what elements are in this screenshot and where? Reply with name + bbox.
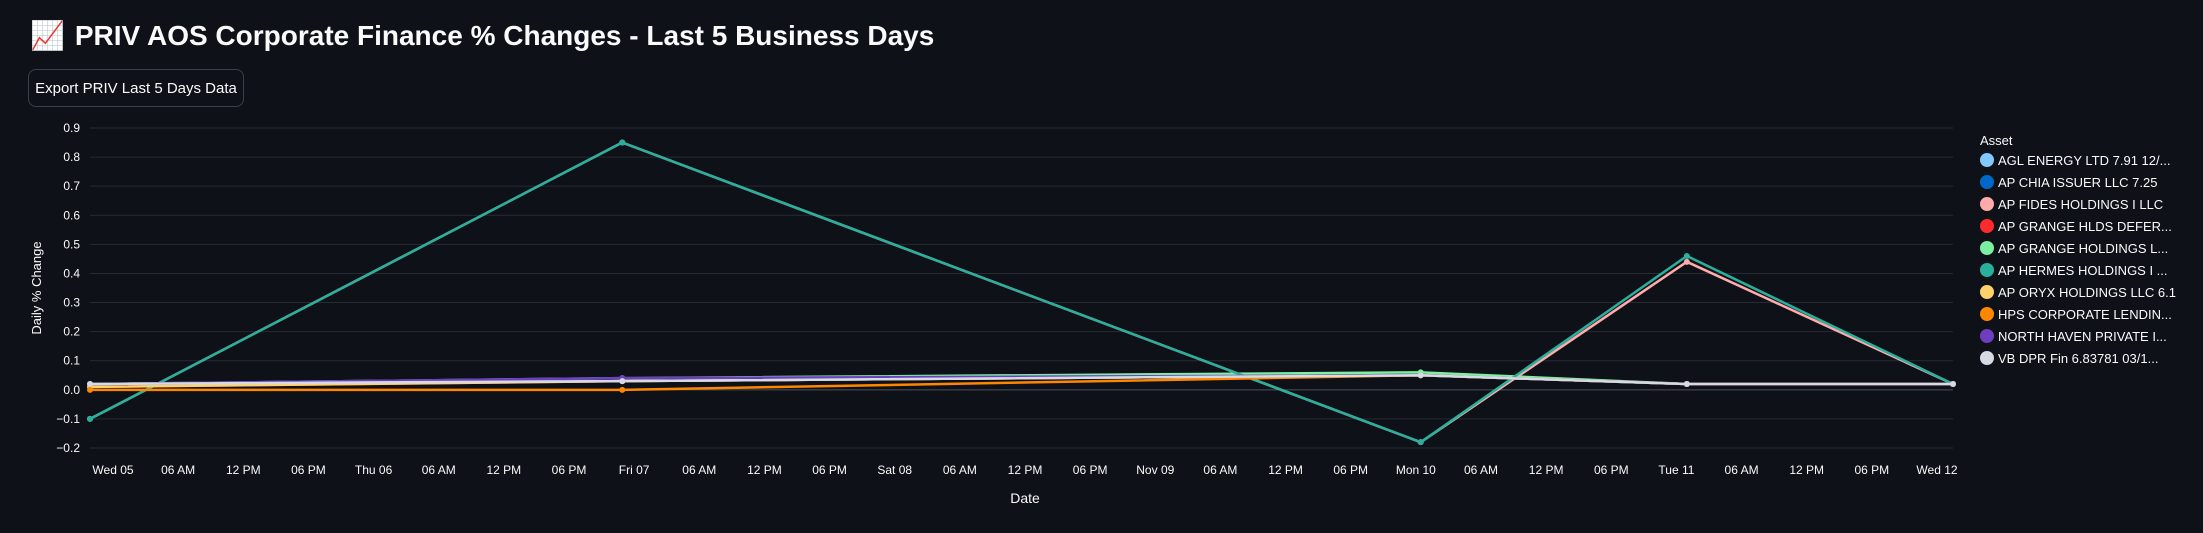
data-point <box>619 386 626 393</box>
legend-swatch <box>1980 197 1994 211</box>
x-tick-label: 06 AM <box>682 463 716 477</box>
y-axis-label: Daily % Change <box>29 241 44 334</box>
legend-swatch <box>1980 307 1994 321</box>
legend-swatch <box>1980 219 1994 233</box>
legend-label: AP GRANGE HOLDINGS L... <box>1998 241 2168 256</box>
x-axis-label: Date <box>1010 490 1040 506</box>
x-tick-label: Wed 12 <box>1916 463 1957 477</box>
legend-title: Asset <box>1980 133 2013 148</box>
data-point <box>1683 253 1690 259</box>
x-tick-label: 06 PM <box>1855 463 1890 477</box>
legend-item[interactable]: AP ORYX HOLDINGS LLC 6.1 <box>1980 285 2176 300</box>
x-tick-label: 06 PM <box>291 463 326 477</box>
x-tick-label: 06 AM <box>1725 463 1759 477</box>
data-point <box>87 381 93 387</box>
y-axis-ticks: 0.9 0.8 0.7 0.6 0.5 0.4 0.3 0.2 0.1 0.0 −0.1 −0.2 <box>56 121 80 455</box>
page-title: 📈 PRIV AOS Corporate Finance % Changes - … <box>30 14 934 58</box>
grid-lines <box>90 127 1953 449</box>
legend-item[interactable]: VB DPR Fin 6.83781 03/1... <box>1980 351 2158 366</box>
y-tick-label: 0.4 <box>63 266 80 280</box>
series-lines <box>87 139 1956 446</box>
chart-increasing-icon: 📈 <box>30 19 65 52</box>
x-tick-label: Fri 07 <box>619 463 650 477</box>
data-point <box>1417 372 1424 379</box>
x-tick-label: 12 PM <box>1008 463 1043 477</box>
y-tick-label: −0.1 <box>56 412 80 426</box>
legend-label: AGL ENERGY LTD 7.91 12/... <box>1998 153 2170 168</box>
legend-label: NORTH HAVEN PRIVATE I... <box>1998 329 2167 344</box>
legend-label: AP ORYX HOLDINGS LLC 6.1 <box>1998 285 2176 300</box>
legend-item[interactable]: AP CHIA ISSUER LLC 7.25 <box>1980 175 2157 190</box>
x-tick-label: 12 PM <box>487 463 522 477</box>
legend-swatch <box>1980 329 1994 343</box>
data-point <box>619 139 626 146</box>
legend-item[interactable]: AP GRANGE HLDS DEFER... <box>1980 219 2172 234</box>
y-tick-label: −0.2 <box>56 441 80 455</box>
legend-item[interactable]: AP HERMES HOLDINGS I ... <box>1980 263 2168 278</box>
data-point <box>1417 439 1424 446</box>
legend-label: AP FIDES HOLDINGS I LLC <box>1998 197 2163 212</box>
x-tick-label: 12 PM <box>747 463 782 477</box>
x-tick-label: 06 PM <box>552 463 587 477</box>
x-tick-label: Thu 06 <box>355 463 393 477</box>
x-tick-label: 06 AM <box>161 463 195 477</box>
legend-item[interactable]: AP FIDES HOLDINGS I LLC <box>1980 197 2163 212</box>
x-axis-ticks: Wed 05 06 AM 12 PM 06 PM Thu 06 06 AM 12 PM 06 … <box>92 463 1957 477</box>
y-tick-label: 0.2 <box>63 325 80 339</box>
legend-swatch <box>1980 351 1994 365</box>
legend-label: AP GRANGE HLDS DEFER... <box>1998 219 2172 234</box>
x-tick-label: 06 AM <box>422 463 456 477</box>
data-point <box>1683 381 1690 387</box>
y-tick-label: 0.6 <box>63 208 80 222</box>
x-tick-label: 06 PM <box>812 463 847 477</box>
legend-swatch <box>1980 263 1994 277</box>
x-tick-label: Tue 11 <box>1658 463 1694 477</box>
data-point <box>87 386 93 393</box>
data-point <box>1950 381 1956 387</box>
x-tick-label: 12 PM <box>1789 463 1824 477</box>
legend-item[interactable]: HPS CORPORATE LENDIN... <box>1980 307 2172 322</box>
x-tick-label: Mon 10 <box>1396 463 1436 477</box>
y-tick-label: 0.7 <box>63 179 80 193</box>
y-tick-label: 0.8 <box>63 150 80 164</box>
x-tick-label: Nov 09 <box>1136 463 1174 477</box>
legend-swatch <box>1980 153 1994 167</box>
page-title-text: PRIV AOS Corporate Finance % Changes - L… <box>74 20 935 51</box>
x-tick-label: 06 PM <box>1594 463 1629 477</box>
x-tick-label: 12 PM <box>1529 463 1564 477</box>
legend-item[interactable]: AP GRANGE HOLDINGS L... <box>1980 241 2168 256</box>
legend-label: AP CHIA ISSUER LLC 7.25 <box>1998 175 2157 190</box>
y-tick-label: 0.3 <box>63 296 80 310</box>
legend-label: HPS CORPORATE LENDIN... <box>1998 307 2172 322</box>
data-point <box>87 415 93 422</box>
x-tick-label: 06 PM <box>1073 463 1108 477</box>
series-line <box>89 141 1954 444</box>
x-tick-label: 06 PM <box>1333 463 1368 477</box>
y-tick-label: 0.0 <box>63 383 80 397</box>
legend-swatch <box>1980 285 1994 299</box>
legend-label: VB DPR Fin 6.83781 03/1... <box>1998 351 2158 366</box>
data-point <box>1683 258 1690 265</box>
legend-item[interactable]: AGL ENERGY LTD 7.91 12/... <box>1980 153 2170 168</box>
x-tick-label: Sat 08 <box>877 463 912 477</box>
x-tick-label: 12 PM <box>226 463 261 477</box>
legend-swatch <box>1980 175 1994 189</box>
x-tick-label: 06 AM <box>1203 463 1237 477</box>
y-tick-label: 0.1 <box>63 354 80 368</box>
legend-swatch <box>1980 241 1994 255</box>
y-tick-label: 0.5 <box>63 237 80 251</box>
legend[interactable]: Asset AGL ENERGY LTD 7.91 12/... AP CHIA … <box>1980 133 2176 366</box>
x-tick-label: 12 PM <box>1268 463 1303 477</box>
x-tick-label: 06 AM <box>1464 463 1498 477</box>
y-tick-label: 0.9 <box>63 121 80 135</box>
x-tick-label: 06 AM <box>943 463 977 477</box>
data-point <box>619 378 626 385</box>
x-tick-label: Wed 05 <box>92 463 133 477</box>
legend-item[interactable]: NORTH HAVEN PRIVATE I... <box>1980 329 2167 344</box>
legend-label: AP HERMES HOLDINGS I ... <box>1998 263 2168 278</box>
export-button[interactable]: Export PRIV Last 5 Days Data <box>28 69 244 107</box>
